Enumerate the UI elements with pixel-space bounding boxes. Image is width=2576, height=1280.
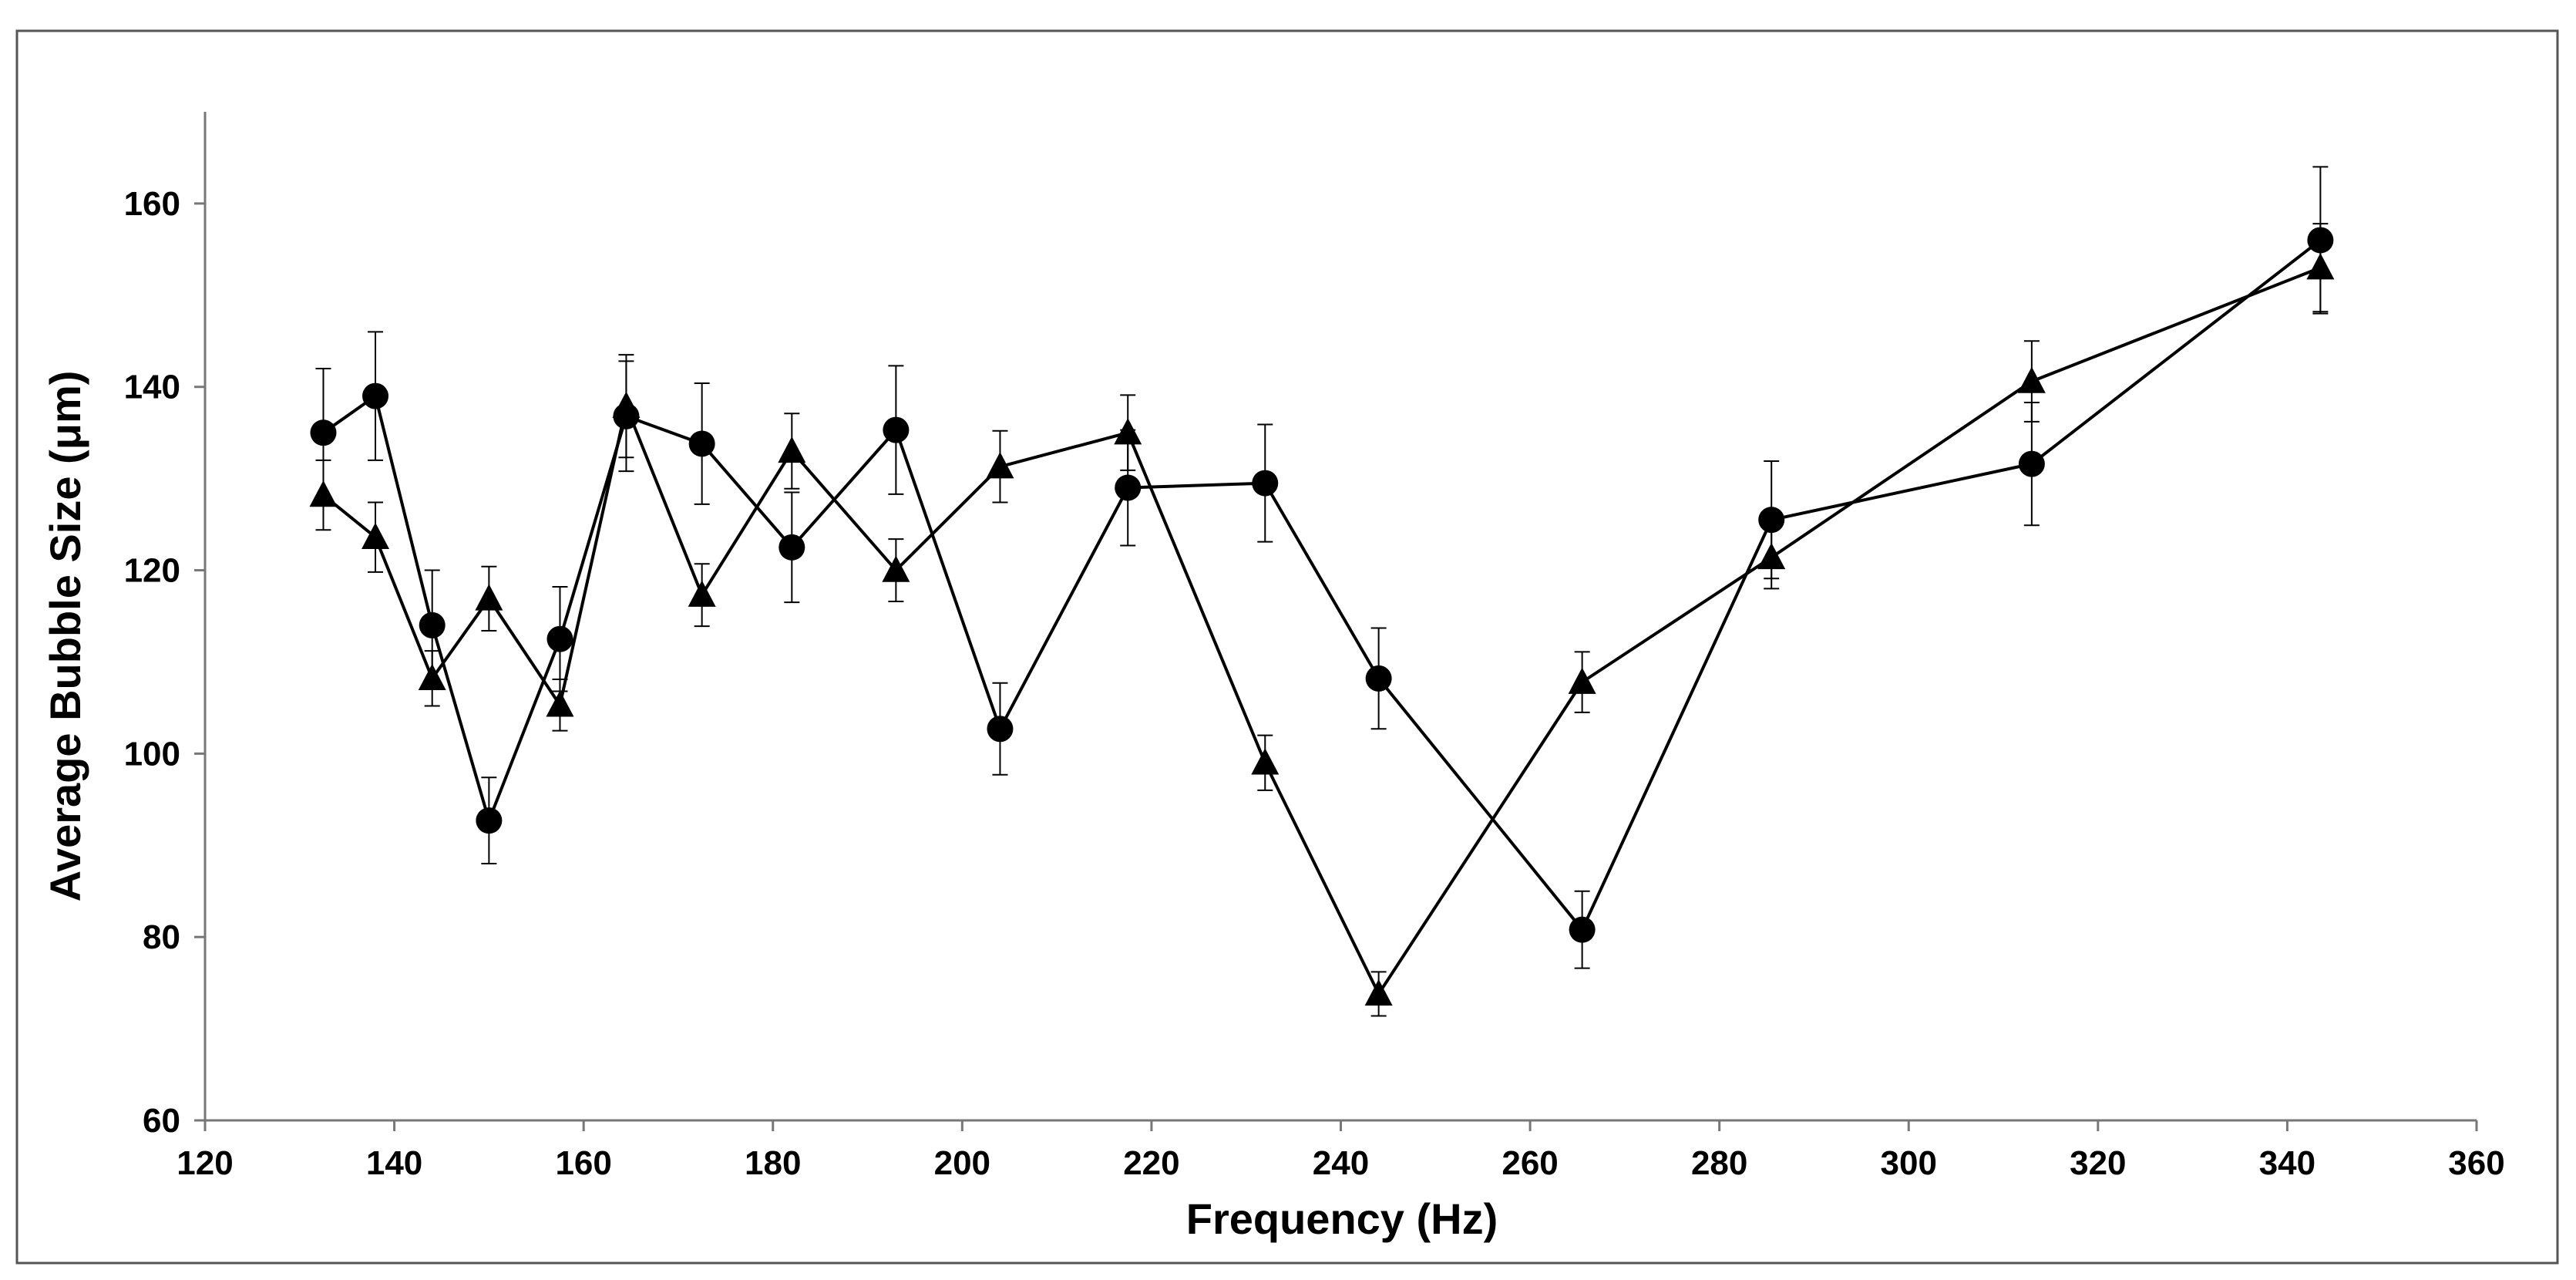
x-tick-label-120: 120 <box>177 1144 233 1182</box>
point-circles-6 <box>688 430 715 457</box>
point-triangles-6 <box>688 580 716 607</box>
point-triangles-16 <box>2306 253 2335 280</box>
x-tick-label-340: 340 <box>2259 1144 2315 1182</box>
x-tick-label-240: 240 <box>1313 1144 1369 1182</box>
chart-frame <box>15 29 2559 1265</box>
x-tick-label-320: 320 <box>2070 1144 2126 1182</box>
y-ticks: 60 80 100 120 140 160 <box>124 185 205 1140</box>
y-tick-label-100: 100 <box>124 735 180 773</box>
y-tick-label-140: 140 <box>124 369 180 406</box>
point-circles-15 <box>2018 450 2045 477</box>
x-tick-label-200: 200 <box>934 1144 990 1182</box>
point-triangles-7 <box>778 436 806 463</box>
x-axis-title: Frequency (Hz) <box>1186 1194 1498 1243</box>
point-circles-1 <box>362 382 389 409</box>
x-tick-label-180: 180 <box>745 1144 801 1182</box>
y-tick-label-120: 120 <box>124 552 180 590</box>
point-circles-12 <box>1365 665 1392 692</box>
point-circles-9 <box>987 716 1014 743</box>
point-circles-4 <box>546 625 573 652</box>
x-tick-label-300: 300 <box>1881 1144 1937 1182</box>
point-triangles-15 <box>2017 366 2046 393</box>
y-tick-label-60: 60 <box>143 1102 180 1140</box>
point-circles-8 <box>883 416 910 443</box>
point-triangles-1 <box>362 522 390 549</box>
point-triangles-14 <box>1757 542 1786 570</box>
point-circles-0 <box>310 419 337 446</box>
y-tick-label-160: 160 <box>124 185 180 223</box>
x-ticks: 120 140 160 180 200 220 240 260 280 300 320 340 360 <box>177 1120 2505 1182</box>
point-triangles-8 <box>882 555 910 582</box>
point-circles-13 <box>1569 916 1596 943</box>
point-triangles-5 <box>612 391 641 418</box>
y-tick-label-80: 80 <box>143 918 180 956</box>
point-circles-3 <box>476 807 503 834</box>
point-triangles-11 <box>1251 748 1280 775</box>
series-triangles <box>309 223 2335 1017</box>
x-tick-label-360: 360 <box>2448 1144 2504 1182</box>
point-triangles-10 <box>1114 418 1142 445</box>
point-circles-2 <box>419 611 446 638</box>
point-triangles-3 <box>475 584 503 611</box>
point-triangles-13 <box>1568 667 1596 694</box>
point-triangles-9 <box>986 452 1014 479</box>
point-triangles-2 <box>418 663 446 691</box>
series-layer <box>309 166 2335 1017</box>
point-circles-10 <box>1115 474 1142 501</box>
x-tick-label-160: 160 <box>555 1144 611 1182</box>
point-triangles-4 <box>546 690 574 717</box>
x-tick-label-220: 220 <box>1123 1144 1179 1182</box>
point-triangles-12 <box>1364 979 1393 1006</box>
x-tick-label-140: 140 <box>366 1144 422 1182</box>
x-tick-label-260: 260 <box>1502 1144 1558 1182</box>
point-circles-11 <box>1252 470 1279 497</box>
point-circles-7 <box>779 534 805 561</box>
point-triangles-0 <box>309 480 338 507</box>
y-axis-title: Average Bubble Size (μm) <box>41 371 89 902</box>
x-tick-label-280: 280 <box>1691 1144 1747 1182</box>
